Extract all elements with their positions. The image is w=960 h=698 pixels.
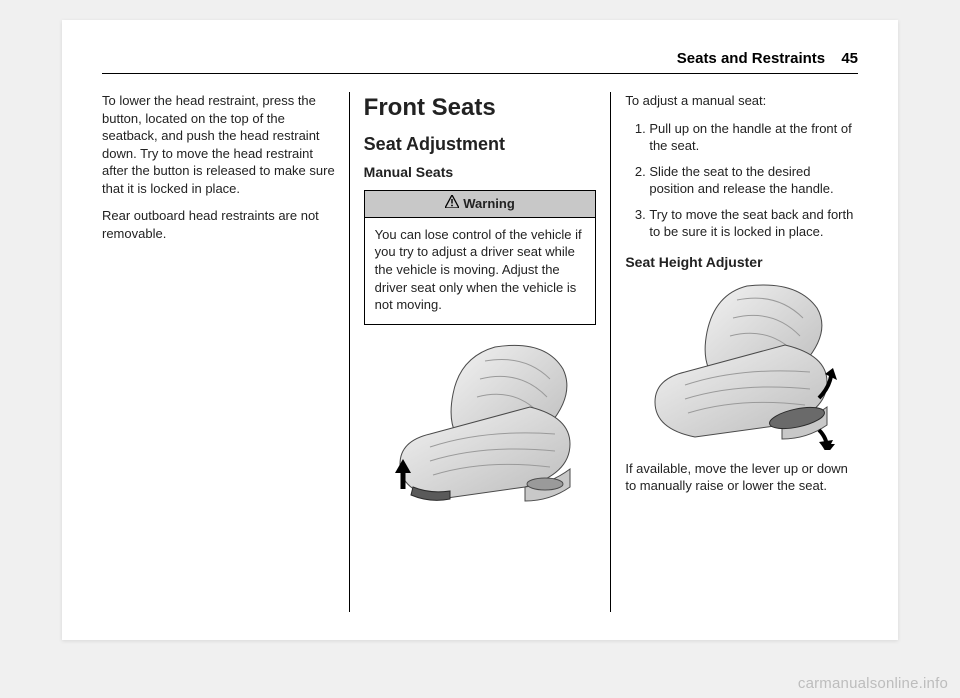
- seat-height-lever-figure: [637, 280, 847, 450]
- column-2: Front Seats Seat Adjustment Manual Seats…: [349, 92, 611, 612]
- manual-page: Seats and Restraints 45 To lower the hea…: [62, 20, 898, 640]
- seat-front-handle-figure: [375, 339, 585, 509]
- manual-seats-heading: Manual Seats: [364, 163, 597, 182]
- rear-restraint-text: Rear outboard head restraints are not re…: [102, 207, 335, 242]
- page-header: Seats and Restraints 45: [102, 50, 858, 74]
- warning-triangle-icon: [445, 195, 459, 213]
- warning-label: Warning: [463, 196, 515, 211]
- section-title: Seats and Restraints: [677, 50, 825, 67]
- warning-body: You can lose control of the vehicle if y…: [365, 218, 596, 324]
- front-seats-heading: Front Seats: [364, 92, 597, 124]
- adjust-step-3: Try to move the seat back and forth to b…: [649, 206, 858, 241]
- warning-box: Warning You can lose control of the vehi…: [364, 190, 597, 325]
- head-restraint-lower-text: To lower the head restraint, press the b…: [102, 92, 335, 197]
- lever-down-arrow-icon: [819, 430, 835, 450]
- adjust-step-2: Slide the seat to the desired position a…: [649, 163, 858, 198]
- adjust-step-1: Pull up on the handle at the front of th…: [649, 120, 858, 155]
- adjust-steps: Pull up on the handle at the front of th…: [625, 120, 858, 241]
- column-1: To lower the head restraint, press the b…: [102, 92, 349, 612]
- seat-height-heading: Seat Height Adjuster: [625, 253, 858, 272]
- seat-adjustment-heading: Seat Adjustment: [364, 132, 597, 156]
- content-columns: To lower the head restraint, press the b…: [102, 92, 858, 612]
- warning-header: Warning: [365, 191, 596, 218]
- page-number: 45: [841, 50, 858, 67]
- height-outro-text: If available, move the lever up or down …: [625, 460, 858, 495]
- column-3: To adjust a manual seat: Pull up on the …: [610, 92, 858, 612]
- adjust-intro: To adjust a manual seat:: [625, 92, 858, 110]
